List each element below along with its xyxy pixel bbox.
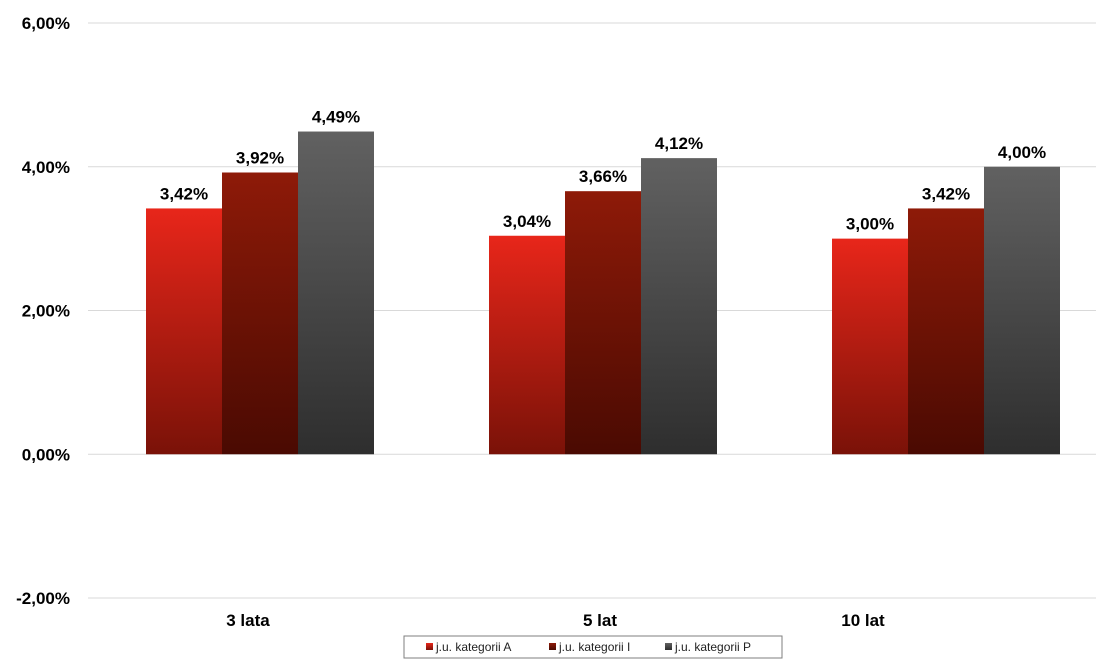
legend-label: j.u. kategorii P (674, 640, 751, 654)
legend-label: j.u. kategorii I (558, 640, 630, 654)
data-label: 4,00% (998, 143, 1046, 162)
bar (984, 166, 1060, 455)
bar (832, 238, 908, 455)
y-axis-tick-labels: -2,00% 0,00% 2,00% 4,00% 6,00% (16, 14, 70, 608)
x-tick-label: 5 lat (583, 611, 617, 630)
legend-label: j.u. kategorii A (435, 640, 511, 654)
data-label: 3,66% (579, 167, 627, 186)
data-label: 3,04% (503, 212, 551, 231)
x-tick-label: 10 lat (841, 611, 885, 630)
data-label: 3,00% (846, 215, 894, 234)
bar (565, 191, 641, 455)
legend: j.u. kategorii A j.u. kategorii I j.u. kat… (403, 635, 783, 659)
legend-swatch (665, 643, 672, 650)
x-tick-label: 3 lata (226, 611, 270, 630)
y-tick-label: 6,00% (22, 14, 70, 33)
legend-swatch (426, 643, 433, 650)
legend-swatch (549, 643, 556, 650)
data-label: 3,42% (160, 184, 208, 203)
bar (908, 208, 984, 455)
bar (222, 172, 298, 455)
data-label: 4,49% (312, 108, 360, 127)
y-tick-label: 2,00% (22, 302, 70, 321)
legend-box (403, 635, 783, 659)
data-label: 4,12% (655, 134, 703, 153)
bar (489, 235, 565, 455)
bars (146, 131, 1060, 455)
y-tick-label: 0,00% (22, 445, 70, 464)
bar (298, 131, 374, 455)
x-axis-tick-labels: 3 lata 5 lat 10 lat (226, 611, 885, 630)
bar (641, 158, 717, 455)
data-label: 3,92% (236, 149, 284, 168)
y-tick-label: -2,00% (16, 589, 70, 608)
data-labels: 3,42% 3,92% 4,49% 3,04% 3,66% 4,12% 3,00% 3,42%… (160, 108, 1046, 234)
y-tick-label: 4,00% (22, 158, 70, 177)
data-label: 3,42% (922, 184, 970, 203)
bar (146, 208, 222, 455)
